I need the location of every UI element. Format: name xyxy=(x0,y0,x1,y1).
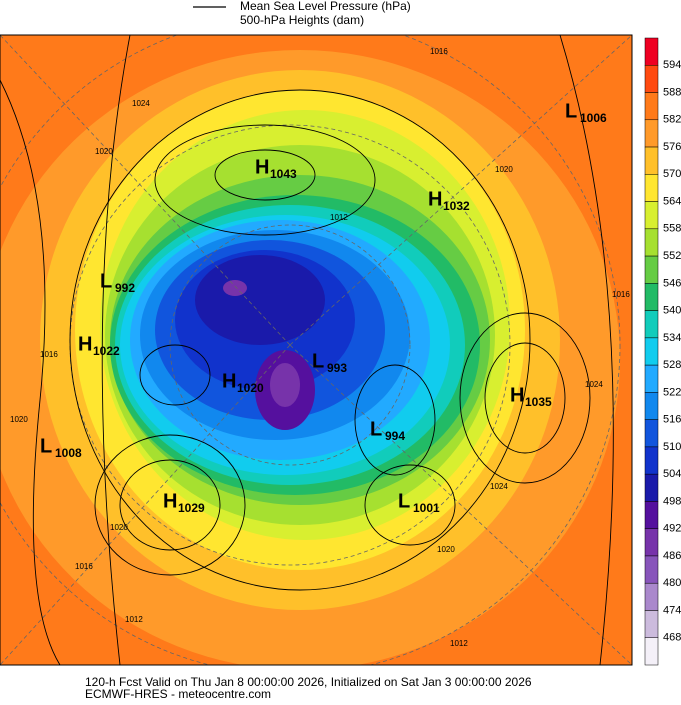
colorbar-swatch xyxy=(644,473,659,502)
colorbar-swatch xyxy=(644,364,659,393)
colorbar-swatch xyxy=(644,283,659,311)
colorbar-label: 594 xyxy=(663,59,681,71)
contour-label: 1020 xyxy=(110,523,128,532)
colorbar-label: 540 xyxy=(663,305,681,317)
contour-label: 1012 xyxy=(330,213,348,222)
colorbar-swatch xyxy=(644,637,659,666)
contour-label: 1016 xyxy=(75,562,93,571)
colorbar-swatch xyxy=(644,446,659,475)
colorbar-label: 504 xyxy=(663,468,681,480)
center-letter: L xyxy=(100,270,112,292)
contour-label: 1020 xyxy=(95,147,113,156)
colorbar-swatch xyxy=(644,419,659,448)
map xyxy=(0,34,633,666)
colorbar-label: 588 xyxy=(663,86,681,98)
center-letter: L xyxy=(312,350,324,372)
contour-label: 1024 xyxy=(585,380,603,389)
footer-source: ECMWF-HRES - meteocentre.com xyxy=(85,687,271,700)
colorbar-swatch xyxy=(644,255,659,284)
colorbar-label: 516 xyxy=(663,414,681,426)
contour-label: 1012 xyxy=(125,615,143,624)
contour-label: 1016 xyxy=(430,47,448,56)
contour-label: 1016 xyxy=(40,350,58,359)
colorbar-label: 528 xyxy=(663,359,681,371)
center-pressure: 1022 xyxy=(93,344,120,358)
center-pressure: 1001 xyxy=(413,501,440,515)
center-letter: H xyxy=(78,333,92,355)
colorbar-swatch xyxy=(644,37,659,66)
colorbar-swatch xyxy=(644,92,659,121)
colorbar-swatch xyxy=(644,310,659,339)
center-pressure: 1029 xyxy=(178,501,205,515)
center-pressure: 1032 xyxy=(443,199,470,213)
center-letter: L xyxy=(398,490,410,512)
colorbar-label: 468 xyxy=(663,632,681,644)
center-letter: L xyxy=(370,418,382,440)
colorbar-swatch xyxy=(644,582,659,611)
contour-label: 1024 xyxy=(132,99,150,108)
colorbar-label: 498 xyxy=(663,495,681,507)
colorbar-label: 552 xyxy=(663,250,681,262)
center-pressure: 1035 xyxy=(525,395,552,409)
colorbar-label: 546 xyxy=(663,277,681,289)
colorbar-swatch xyxy=(644,65,659,93)
center-letter: H xyxy=(222,370,236,392)
center-letter: H xyxy=(163,490,177,512)
colorbar-swatch xyxy=(644,201,659,230)
legend-line-label: Mean Sea Level Pressure (hPa) xyxy=(240,0,411,13)
colorbar-swatch xyxy=(644,174,659,202)
colorbar-label: 522 xyxy=(663,386,681,398)
colorbar-label: 576 xyxy=(663,141,681,153)
colorbar-swatch xyxy=(644,610,659,638)
colorbar-label: 480 xyxy=(663,577,681,589)
colorbar-label: 564 xyxy=(663,195,681,207)
colorbar-swatch xyxy=(644,337,659,366)
colorbar-label: 486 xyxy=(663,550,681,562)
center-pressure: 994 xyxy=(385,429,405,443)
colorbar-label: 582 xyxy=(663,114,681,126)
colorbar-label: 492 xyxy=(663,523,681,535)
center-letter: H xyxy=(510,384,524,406)
center-pressure: 992 xyxy=(115,281,135,295)
contour-label: 1020 xyxy=(437,545,455,554)
colorbar-swatch xyxy=(644,228,659,257)
colorbar-label: 558 xyxy=(663,223,681,235)
center-pressure: 1008 xyxy=(55,446,82,460)
center-letter: L xyxy=(40,435,52,457)
center-letter: L xyxy=(565,100,577,122)
center-letter: H xyxy=(428,188,442,210)
colorbar-swatch xyxy=(644,555,659,584)
colorbar-label: 534 xyxy=(663,332,681,344)
colorbar-swatch xyxy=(644,392,659,420)
center-pressure: 1020 xyxy=(237,381,264,395)
footer-line: 120-h Fcst Valid on Thu Jan 8 00:00:00 2… xyxy=(85,675,532,689)
contour-label: 1012 xyxy=(450,639,468,648)
contour-label: 1020 xyxy=(10,415,28,424)
center-pressure: 1043 xyxy=(270,167,297,181)
colorbar-label: 570 xyxy=(663,168,681,180)
contour-label: 1020 xyxy=(495,165,513,174)
center-pressure: 993 xyxy=(327,361,347,375)
center-letter: H xyxy=(255,156,269,178)
colorbar-swatch xyxy=(644,528,659,557)
contour-label: 1024 xyxy=(490,482,508,491)
colorbar-swatch xyxy=(644,119,659,148)
center-pressure: 1006 xyxy=(580,111,607,125)
colorbar-swatch xyxy=(644,501,659,529)
legend-fill-label: 500-hPa Heights (dam) xyxy=(240,13,364,27)
colorbar-swatch xyxy=(644,146,659,175)
contour-label: 1016 xyxy=(612,290,630,299)
colorbar-label: 510 xyxy=(663,441,681,453)
colorbar-label: 474 xyxy=(663,604,681,616)
